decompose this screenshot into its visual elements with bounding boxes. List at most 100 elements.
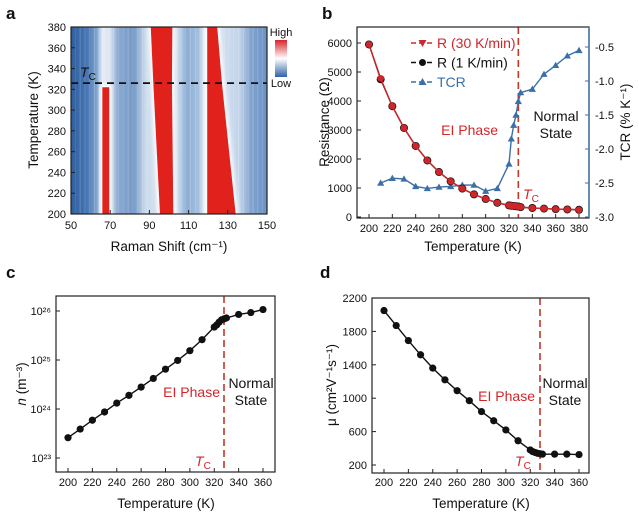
x-tick-label: 240 [424,477,442,489]
tcr-point [512,111,520,118]
carrier-density-point [222,314,231,322]
carrier-density-line [67,308,264,439]
panel-label-b: b [322,4,332,23]
r-30kmin-point [540,205,548,212]
tcr-point [563,52,571,59]
y-tick-label: 10²³ [31,453,51,465]
tcr-line [380,49,580,192]
y-axis-title: μ (cm²V⁻¹s⁻¹) [324,344,339,426]
x-tick-label: 50 [65,220,77,232]
legend-marker [418,78,427,85]
tcr-point [540,70,548,77]
mobility-point [404,336,412,345]
r-30kmin-point [412,142,419,150]
tc-label: TC [515,453,531,472]
heatmap-streak [228,27,230,214]
r-30kmin-point [470,191,478,198]
y2-tick-label: -1.5 [595,110,614,122]
x-tick-label: 150 [258,220,276,232]
tcr-point [517,88,525,96]
normal-state-label: State [540,125,573,141]
tc-label-sub: C [532,194,539,205]
heatmap-streak [233,27,235,214]
panel-label-a: a [6,4,16,23]
x-tick-label: 200 [59,477,77,489]
tcr-point [493,184,501,192]
legend-item: TCR [411,74,466,90]
y-tick-label: 300 [48,105,66,117]
el-phase-label: EI Phase [441,122,498,138]
x-tick-label: 220 [83,477,101,489]
tc-label: TC [195,453,211,472]
tcr-point [528,85,536,92]
y-tick-label: 10²⁵ [31,355,51,367]
tc-label-main: T [195,453,205,469]
legend-item: R (1 K/min) [411,55,508,71]
r-30kmin-point [389,102,396,110]
x-tick-label: 220 [399,477,417,489]
r-30kmin-point [552,205,559,213]
heatmap-streak [199,27,201,214]
x-tick-label: 90 [143,220,155,232]
y2-axis-title: TCR (% K⁻¹) [618,84,633,161]
y-axis-title-var: n [14,398,29,406]
carrier-density-point [76,425,84,433]
x-tick-label: 260 [132,477,150,489]
y-tick-label: 280 [48,126,66,138]
tc-label-main: T [515,453,525,469]
mobility-point [380,306,388,315]
y-tick-label: 10²⁴ [30,404,51,416]
heatmap-streak [127,27,129,214]
tc-label-sub: C [524,461,531,472]
x-tick-label: 320 [521,477,539,489]
y-axis-title: Temperature (K) [26,71,41,169]
x-tick-label: 200 [360,223,378,235]
heatmap-streak [113,27,115,214]
y-tick-label: 1400 [343,360,367,372]
carrier-density-point [198,336,206,344]
carrier-density-point [113,399,121,407]
y2-tick-label: -1.0 [595,76,614,88]
y-tick-label: 200 [48,209,66,221]
r-30kmin-point [435,168,443,176]
x-tick-label: 280 [472,477,490,489]
carrier-density-point [137,383,145,391]
x-tick-label: 320 [500,223,518,235]
x-tick-label: 280 [453,223,471,235]
y2-tick-label: -2.5 [595,178,614,190]
x-tick-label: 300 [181,477,199,489]
x-tick-label: 320 [205,477,223,489]
legend-marker [419,59,426,66]
panel-label-d: d [320,263,330,282]
r-30kmin-point [377,75,384,82]
x-tick-label: 260 [430,223,448,235]
heatmap-streak [118,27,119,214]
y-tick-label: 2000 [328,154,352,166]
carrier-density-point [100,408,109,416]
y-tick-label: 220 [48,188,66,200]
heatmap-band [150,27,174,214]
plot-frame [70,26,268,215]
y-tick-label: 360 [48,43,66,55]
r-30kmin-point [564,206,571,213]
r-30kmin-point [365,41,373,48]
panel-b: b 200 220 240 260 280 300 320 340 360 380 Temperatu… [317,4,633,254]
plot-frame [371,297,590,474]
x-tick-label: 280 [156,477,174,489]
x-tick-label: 340 [229,477,247,489]
mobility-point [514,437,522,445]
r-30kmin-point [424,157,431,164]
y-tick-label: 2200 [343,293,367,305]
panel-c: c 200 220 240 260 280 300 320 340 360 Temperature … [6,263,276,511]
y-axis-title: Resistance (Ω) [317,77,332,167]
mobility-point [453,387,461,395]
tcr-point [552,61,560,69]
x-tick-label: 380 [570,223,588,235]
r-30kmin-point [447,178,454,185]
x-tick-label: 130 [219,220,237,232]
x-tick-label: 110 [180,220,198,232]
y-tick-label: 260 [48,147,66,159]
x-tick-label: 360 [546,223,564,235]
y-tick-label: 10²⁶ [31,306,51,318]
tcr-point [423,184,431,192]
